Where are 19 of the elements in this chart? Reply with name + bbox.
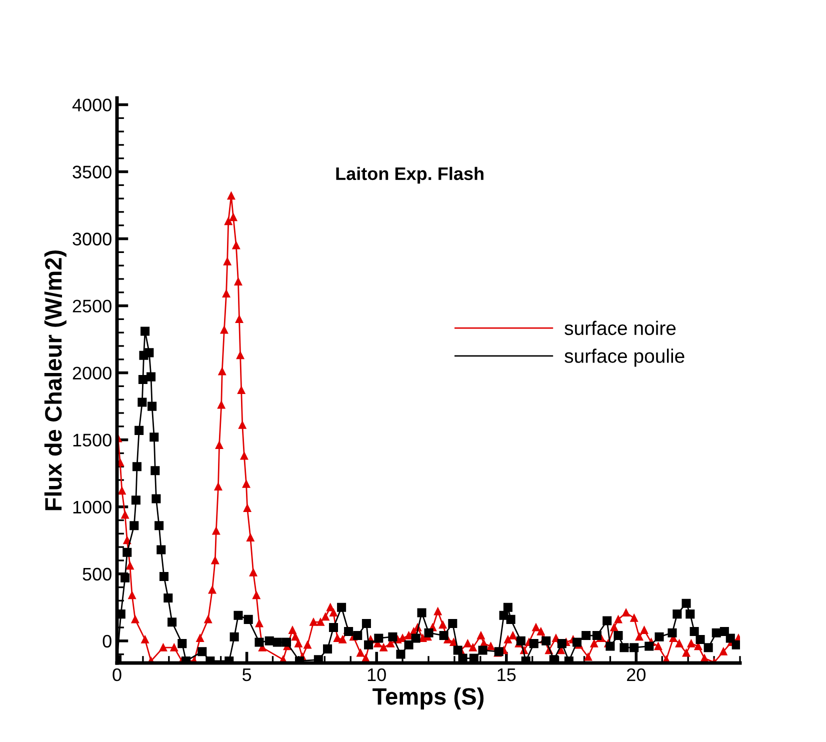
y-tick-label: 0: [102, 634, 112, 648]
y-tick-label: 3500: [72, 166, 112, 178]
y-tick-label: 500: [82, 568, 112, 581]
y-tick-label: 2000: [72, 366, 112, 380]
y-tick-label: 4000: [72, 98, 112, 112]
y-tick-label: 3000: [72, 232, 112, 246]
x-tick-label: 15: [498, 668, 516, 682]
y-axis-title: Flux de Chaleur (W/m2): [44, 250, 66, 510]
text: Laiton Exp. Flash: [336, 166, 484, 184]
x-tick-label: 20: [627, 668, 646, 682]
x-tick-label: 5: [242, 668, 252, 682]
legend-label: surface noire: [564, 320, 676, 336]
x-tick-label: 0: [112, 668, 122, 682]
y-tick-label: 1000: [73, 500, 112, 514]
x-tick-label: 10: [368, 668, 386, 682]
y-tick-label: 2500: [72, 300, 112, 312]
x-axis-title: Temps (S): [372, 687, 484, 710]
legend-label: surface poulie: [564, 348, 684, 367]
y-tick-label: 1500: [73, 434, 112, 447]
